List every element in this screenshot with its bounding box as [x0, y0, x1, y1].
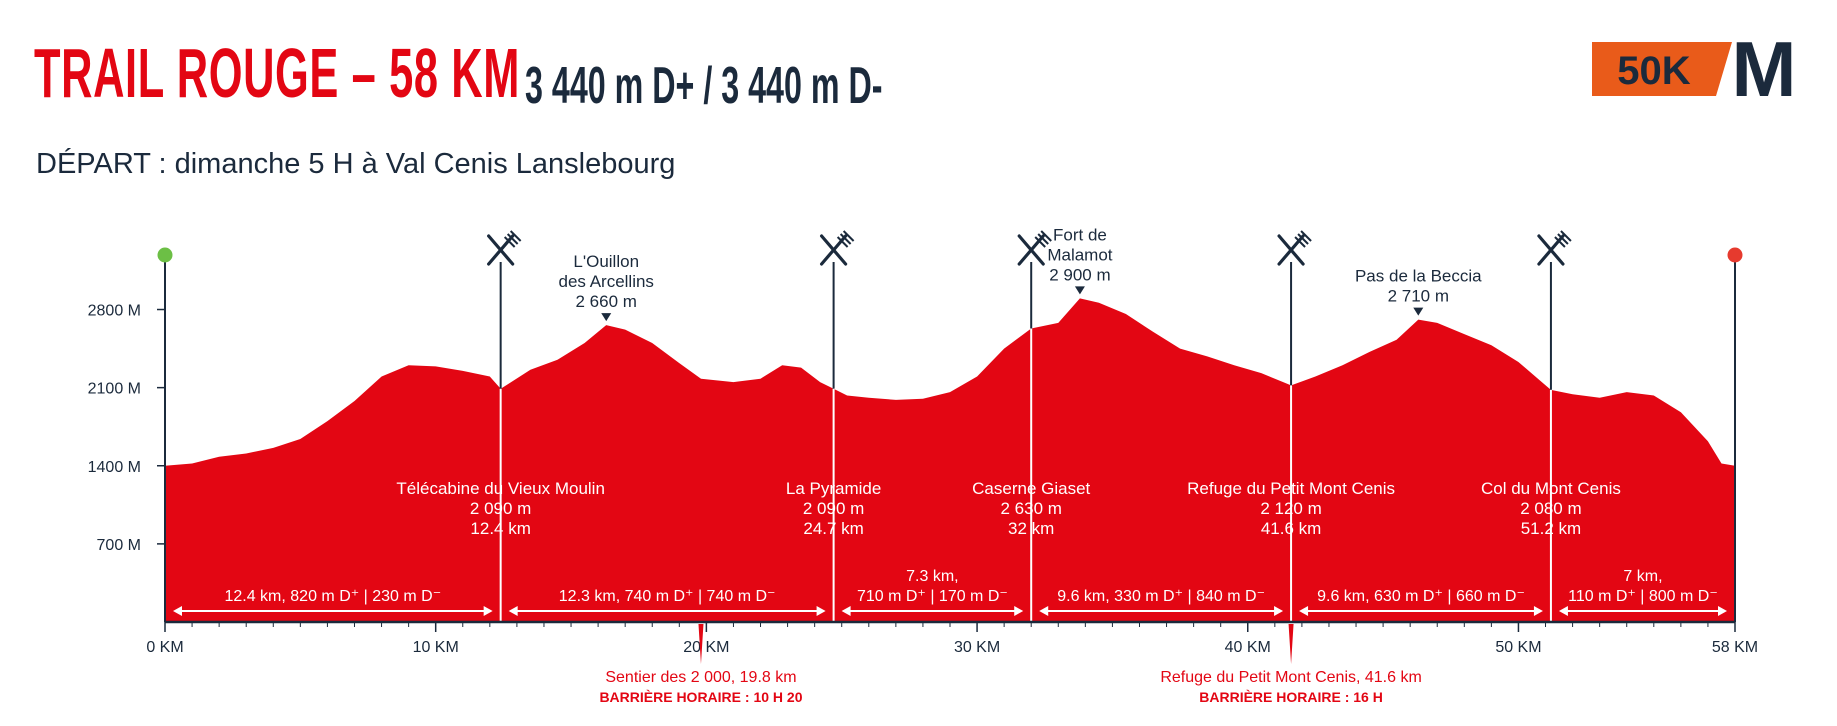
fork-knife-icon: [820, 230, 855, 266]
barrier-marker-1: [1288, 624, 1294, 664]
segment-label-1-0: 12.3 km, 740 m D⁺ | 740 m D⁻: [559, 588, 776, 605]
ravito-label-3-1: 2 120 m: [1260, 499, 1321, 518]
ravito-label-2-0: Caserne Giaset: [972, 479, 1090, 498]
segment-label-4-0: 9.6 km, 630 m D⁺ | 660 m D⁻: [1317, 588, 1525, 605]
segment-label-5-1: 110 m D⁺ | 800 m D⁻: [1568, 588, 1718, 605]
ravito-lines-layer: [157, 230, 1743, 622]
segment-arrow-head-right: [1014, 606, 1024, 616]
segment-arrow-head-right: [816, 606, 826, 616]
profile-layer: [165, 298, 1735, 622]
summit-label-1-1: Malamot: [1047, 245, 1112, 264]
ravito-label-4-0: Col du Mont Cenis: [1481, 479, 1621, 498]
brand-logo: 50K M: [1592, 36, 1797, 104]
summit-label-0-0: L'Ouillon: [573, 252, 639, 271]
summit-label-0-2: 2 660 m: [576, 292, 637, 311]
finish-marker: [1727, 247, 1743, 263]
segment-arrow-head-left: [508, 606, 518, 616]
segment-arrow-head-right: [1718, 606, 1727, 616]
y-tick-label-1: 1400 M: [88, 459, 141, 476]
fork-knife-icon: [1277, 230, 1312, 266]
segment-arrow-head-left: [841, 606, 851, 616]
x-tick-label-6: 58 KM: [1712, 639, 1758, 656]
fork-tines: [1554, 230, 1572, 248]
logo-badge-background: [1592, 42, 1732, 96]
barrier-place-0: Sentier des 2 000, 19.8 km: [605, 669, 796, 686]
x-tick-label-2: 20 KM: [683, 639, 729, 656]
x-tick-label-0: 0 KM: [146, 639, 183, 656]
x-tick-label-3: 30 KM: [954, 639, 1000, 656]
ravito-label-3-0: Refuge du Petit Mont Cenis: [1187, 479, 1395, 498]
segment-arrow-head-left: [1039, 606, 1049, 616]
barrier-time-0: BARRIÈRE HORAIRE : 10 H 20: [599, 689, 802, 705]
ravito-label-4-1: 2 080 m: [1520, 499, 1581, 518]
barriers-layer: Sentier des 2 000, 19.8 km BARRIÈRE HORAI…: [599, 624, 1422, 705]
axes-layer: 700 M 1400 M 2100 M 2800 M 0 KM 10 KM 20 KM 30 …: [88, 303, 1759, 656]
ravito-label-0-0: Télécabine du Vieux Moulin: [396, 479, 605, 498]
segment-label-0-0: 12.4 km, 820 m D⁺ | 230 m D⁻: [224, 588, 441, 605]
segment-label-2-1: 710 m D⁺ | 170 m D⁻: [857, 588, 1008, 605]
segment-label-5-0: 7 km,: [1623, 568, 1662, 585]
summit-label-2-0: Pas de la Beccia: [1355, 267, 1482, 286]
fork-knife-icon: [1017, 230, 1052, 266]
summit-marker-1: [1074, 286, 1085, 295]
summit-label-1-2: 2 900 m: [1049, 265, 1110, 284]
y-tick-label-2: 2100 M: [88, 381, 141, 398]
page-title: TRAIL ROUGE – 58 KM: [34, 34, 521, 112]
fork-tines: [836, 230, 855, 248]
segment-arrow-head-right: [483, 606, 493, 616]
fork-tines: [1034, 230, 1052, 248]
summit-label-1-0: Fort de: [1053, 225, 1107, 244]
ravito-label-1-0: La Pyramide: [786, 479, 881, 498]
summit-marker-2: [1413, 307, 1424, 316]
start-info: DÉPART : dimanche 5 H à Val Cenis Lansle…: [36, 148, 676, 180]
summit-marker-0: [601, 313, 612, 322]
ravito-label-2-1: 2 630 m: [1000, 499, 1061, 518]
barrier-marker-0: [698, 624, 704, 664]
ravito-label-2-2: 32 km: [1008, 519, 1054, 538]
segment-arrow-head-right: [1533, 606, 1543, 616]
segment-label-2-0: 7.3 km,: [906, 568, 958, 585]
fork-tines: [503, 230, 522, 248]
summit-label-2-1: 2 710 m: [1388, 287, 1449, 306]
ravito-label-1-2: 24.7 km: [803, 519, 863, 538]
x-tick-label-5: 50 KM: [1495, 639, 1541, 656]
barrier-place-1: Refuge du Petit Mont Cenis, 41.6 km: [1160, 669, 1421, 686]
segments-layer: 12.4 km, 820 m D⁺ | 230 m D⁻ 12.3 km, 740…: [173, 568, 1727, 616]
start-marker: [157, 247, 173, 263]
logo-badge-text: 50K: [1617, 49, 1690, 93]
fork-knife-icon: [1537, 230, 1572, 266]
x-tick-label-4: 40 KM: [1225, 639, 1271, 656]
segment-arrow-head-right: [1274, 606, 1284, 616]
elevation-summary: 3 440 m D+ / 3 440 m D-: [525, 57, 883, 115]
fork-tines: [1294, 230, 1312, 248]
ravito-label-1-1: 2 090 m: [803, 499, 864, 518]
elevation-profile-area: [165, 298, 1735, 622]
ravito-label-0-1: 2 090 m: [470, 499, 531, 518]
y-tick-label-3: 2800 M: [88, 303, 141, 320]
summit-label-0-1: des Arcellins: [559, 272, 654, 291]
ravito-label-0-2: 12.4 km: [470, 519, 530, 538]
ravito-label-4-2: 51.2 km: [1521, 519, 1581, 538]
segment-arrow-head-left: [1558, 606, 1568, 616]
barrier-time-1: BARRIÈRE HORAIRE : 16 H: [1199, 689, 1383, 705]
ravito-label-3-2: 41.6 km: [1261, 519, 1321, 538]
segment-arrow-head-left: [1299, 606, 1309, 616]
fork-knife-icon: [487, 230, 522, 266]
logo-letter: M: [1732, 36, 1797, 104]
y-tick-label-0: 700 M: [97, 537, 141, 554]
segment-label-3-0: 9.6 km, 330 m D⁺ | 840 m D⁻: [1057, 588, 1265, 605]
segment-arrow-head-left: [173, 606, 182, 616]
x-tick-label-1: 10 KM: [413, 639, 459, 656]
